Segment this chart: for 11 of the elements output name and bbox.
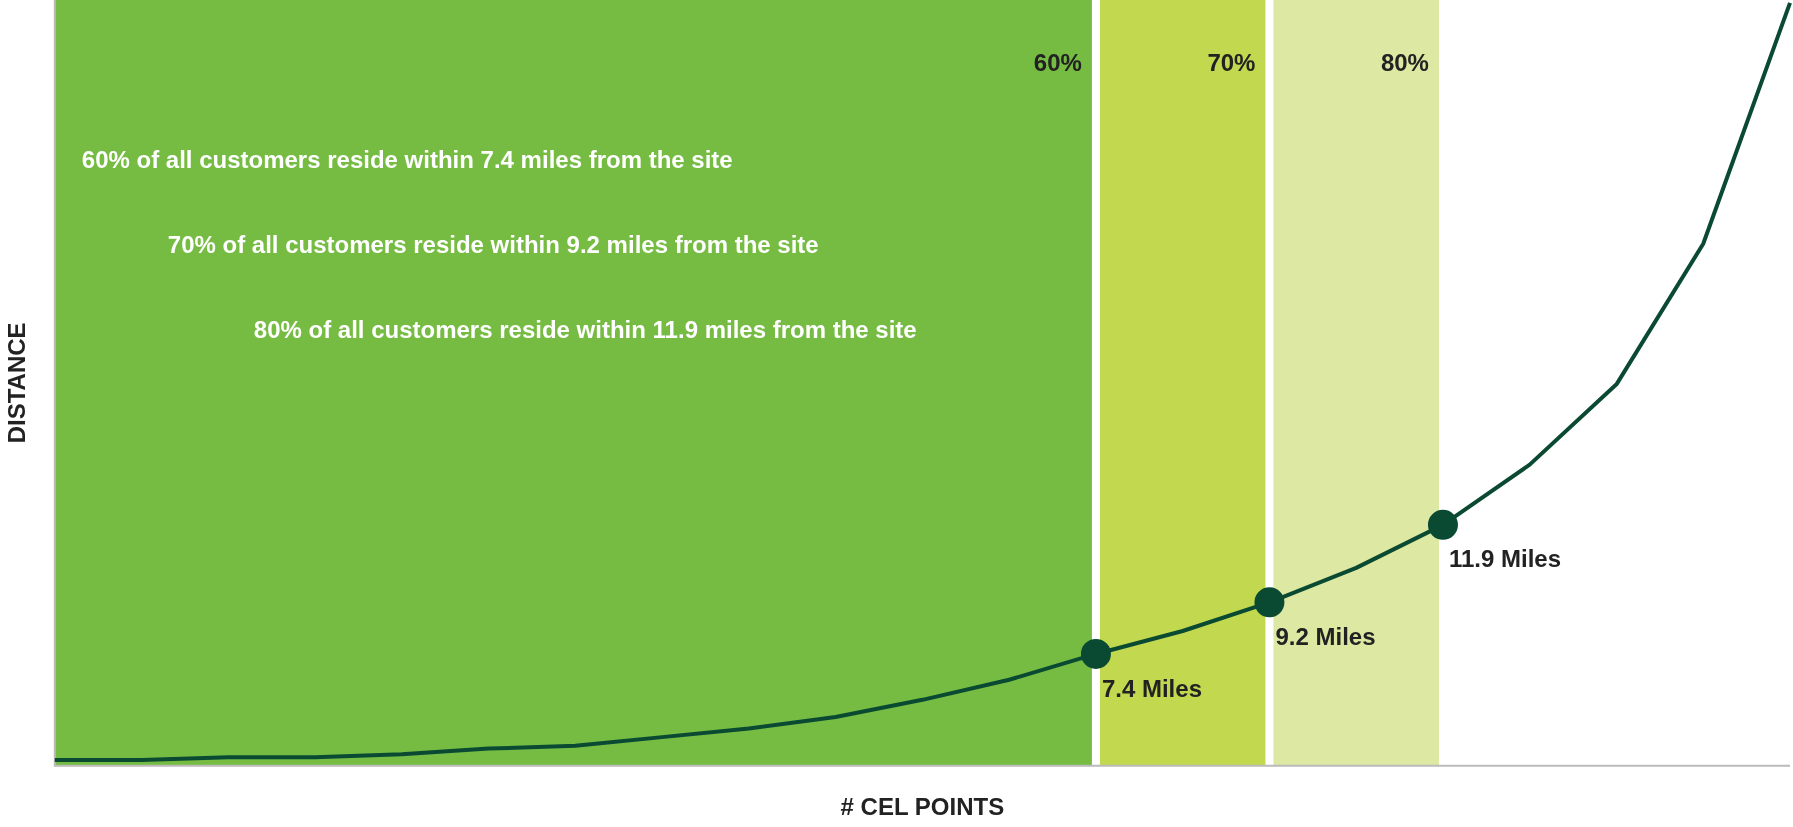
data-label: 11.9 Miles (1448, 545, 1562, 573)
annotation: 60% (1033, 48, 1082, 76)
annotation: 80% of all customers reside within 11.9 miles from the site (253, 315, 917, 343)
data-label: 9.2 Miles (1275, 622, 1376, 650)
y-axis-title: DISTANCE (3, 322, 31, 444)
annotation: 70% of all customers reside within 9.2 miles from the site (167, 230, 819, 258)
x-axis-title: # CEL POINTS (840, 793, 1005, 821)
annotation: 70% (1207, 48, 1256, 76)
data-label: 7.4 Miles (1101, 674, 1202, 702)
annotation: 60% of all customers reside within 7.4 miles from the site (81, 145, 733, 173)
annotation: 80% (1380, 48, 1429, 76)
